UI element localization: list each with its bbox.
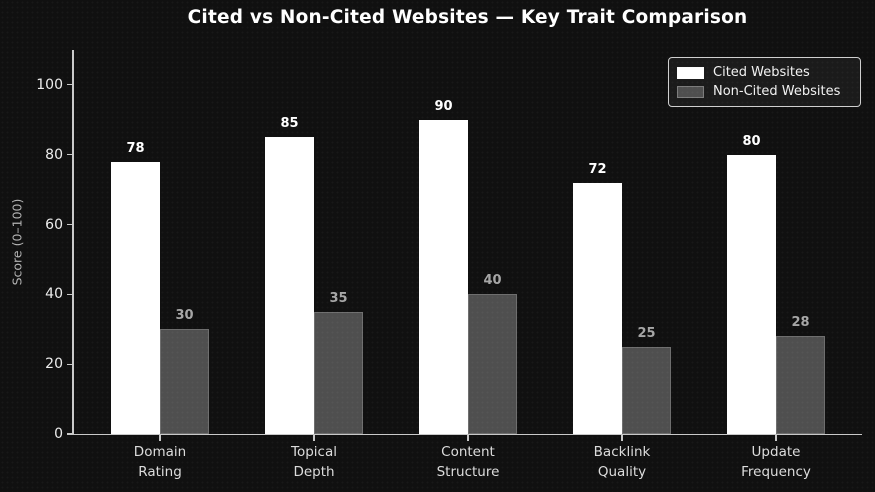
y-tick-mark xyxy=(66,433,73,435)
x-tick-mark xyxy=(621,435,623,441)
chart-title: Cited vs Non-Cited Websites — Key Trait … xyxy=(187,7,748,28)
y-tick-label: 20 xyxy=(45,356,63,373)
legend-swatch-cited xyxy=(677,66,704,79)
bar-noncited-2 xyxy=(468,294,517,434)
bar-noncited-1 xyxy=(314,311,363,434)
bar-noncited-3 xyxy=(622,346,671,434)
legend-label: Cited Websites xyxy=(713,65,810,80)
bar-value-label: 72 xyxy=(588,161,607,177)
y-axis-line xyxy=(72,50,74,435)
y-tick-mark xyxy=(66,84,73,86)
bar-value-label: 78 xyxy=(126,140,145,156)
x-category-label: Content Structure xyxy=(436,444,500,480)
bar-value-label: 28 xyxy=(791,315,810,331)
x-tick-mark xyxy=(159,435,161,441)
y-tick-mark xyxy=(66,223,73,226)
x-category-label: Backlink Quality xyxy=(593,444,651,480)
legend-item: Cited Websites xyxy=(677,63,852,82)
bar-value-label: 40 xyxy=(483,273,502,289)
bar-noncited-4 xyxy=(776,336,825,434)
x-axis-line xyxy=(72,433,863,435)
y-tick-mark xyxy=(66,154,73,156)
bar-value-label: 90 xyxy=(434,98,453,114)
y-axis-label: Score (0–100) xyxy=(9,198,25,286)
y-tick-mark xyxy=(66,363,73,365)
x-category-label: Domain Rating xyxy=(133,444,187,480)
legend-label: Non-Cited Websites xyxy=(713,84,841,99)
bar-value-label: 85 xyxy=(280,116,299,132)
bar-cited-4 xyxy=(727,154,776,434)
legend-swatch-noncited xyxy=(677,85,704,98)
bar-cited-3 xyxy=(573,182,622,434)
legend: Cited Websites Non-Cited Websites xyxy=(668,57,861,107)
bar-value-label: 25 xyxy=(637,325,656,341)
y-tick-label: 60 xyxy=(45,216,63,233)
y-tick-mark xyxy=(66,293,73,295)
bar-cited-0 xyxy=(111,161,160,434)
bar-noncited-0 xyxy=(160,329,209,434)
x-category-label: Topical Depth xyxy=(291,444,337,480)
y-tick-label: 80 xyxy=(45,146,63,163)
bar-cited-1 xyxy=(265,137,314,434)
y-tick-label: 40 xyxy=(45,286,63,303)
bar-cited-2 xyxy=(419,119,468,434)
x-tick-mark xyxy=(467,435,469,441)
y-tick-label: 0 xyxy=(54,426,63,442)
bar-value-label: 80 xyxy=(742,133,761,149)
x-category-label: Update Frequency xyxy=(741,444,811,480)
legend-item: Non-Cited Websites xyxy=(677,82,852,101)
y-tick-label: 100 xyxy=(36,76,63,93)
bar-value-label: 30 xyxy=(175,308,194,324)
x-tick-mark xyxy=(313,435,315,441)
bar-value-label: 35 xyxy=(329,290,348,306)
x-tick-mark xyxy=(775,435,777,441)
